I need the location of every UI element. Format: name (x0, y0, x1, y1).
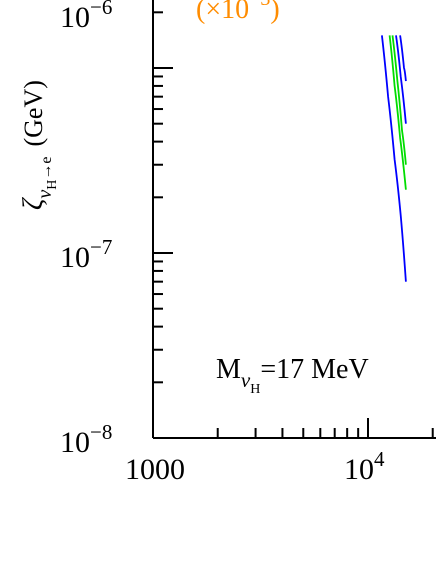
axis-ticks (152, 11, 434, 439)
series-curve-1 (381, 35, 407, 282)
y-tick-label-1e-8: 10−8 (60, 420, 112, 459)
series-curve-2 (388, 35, 407, 190)
scale-factor-label: (×10−3) (196, 0, 280, 25)
data-curves (381, 35, 407, 282)
axes-frame (152, 0, 436, 439)
x-tick-label-1000: 1000 (125, 453, 185, 486)
x-tick-label-1e4: 104 (344, 447, 385, 486)
series-curve-4 (395, 35, 407, 124)
y-axis-label: ζνH→e(GeV) (18, 80, 60, 210)
y-tick-label-1e-7: 10−7 (60, 235, 112, 274)
y-tick-label-1e-6: 10−6 (60, 0, 112, 34)
mass-annotation: MνH=17 MeV (216, 354, 369, 397)
series-curve-3 (391, 35, 407, 165)
series-curve-5 (399, 35, 407, 82)
